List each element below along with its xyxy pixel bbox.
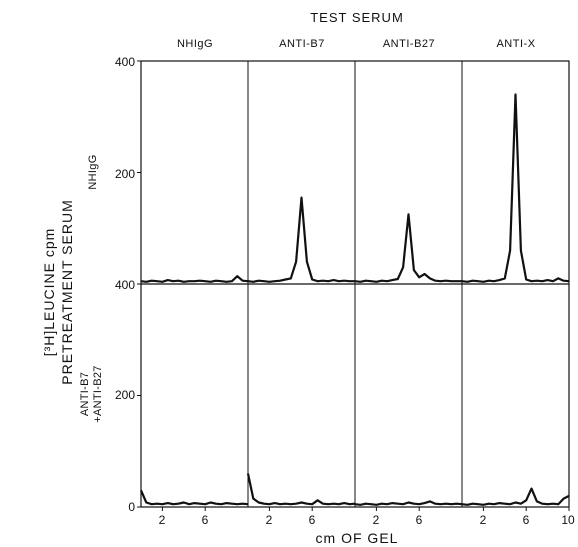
y-axis-label: [³H]LEUCINE cpm PRETREATMENT SERUM bbox=[41, 199, 75, 385]
x-tick-label: 2 bbox=[480, 513, 487, 527]
series-line-nhigg-anti-b7 bbox=[247, 196, 355, 283]
series-line-anti-b7-anti-b27-anti-b27 bbox=[354, 500, 463, 506]
column-label-anti-b7: ANTI-B7 bbox=[279, 38, 325, 50]
y-tick-label: 400 bbox=[115, 55, 135, 69]
series-line-nhigg-anti-b27 bbox=[354, 213, 462, 283]
column-label-anti-b27: ANTI-B27 bbox=[383, 38, 435, 50]
y-tick-label: 0 bbox=[128, 500, 135, 514]
series-line-anti-b7-anti-b27-anti-x bbox=[461, 487, 570, 506]
y-tick-label: 200 bbox=[115, 388, 135, 402]
y-axis-label-line2: PRETREATMENT SERUM bbox=[59, 199, 75, 385]
series-line-anti-b7-anti-b27-anti-b7 bbox=[246, 473, 356, 506]
row-label-nhigg: NHIgG bbox=[87, 154, 99, 189]
plot-layer bbox=[137, 60, 570, 511]
row-label-anti-b7-line1: ANTI-B7 bbox=[79, 372, 91, 416]
row-label-group: NHIgG bbox=[87, 154, 99, 189]
y-tick-label: 400 bbox=[115, 278, 135, 292]
x-tick-label: 2 bbox=[373, 513, 380, 527]
row-label-group: ANTI-B7 +ANTI-B27 bbox=[79, 365, 104, 422]
series-line-nhigg-anti-x bbox=[461, 93, 570, 283]
y-axis-label-line1: [³H]LEUCINE cpm bbox=[41, 228, 57, 357]
x-tick-label: 6 bbox=[523, 513, 530, 527]
column-label-anti-x: ANTI-X bbox=[496, 38, 535, 50]
row-label-anti-b27-line2: +ANTI-B27 bbox=[92, 365, 104, 422]
x-axis-label: cm OF GEL bbox=[316, 530, 399, 546]
series-line-nhigg-nhigg bbox=[140, 275, 249, 283]
x-tick-label: 6 bbox=[202, 513, 209, 527]
series-line-anti-b7-anti-b27-nhigg bbox=[139, 489, 249, 506]
x-tick-label: 2 bbox=[266, 513, 273, 527]
x-tick-label: 6 bbox=[416, 513, 423, 527]
y-tick-label: 200 bbox=[115, 167, 135, 181]
x-tick-label: 2 bbox=[159, 513, 166, 527]
x-tick-label: 10 bbox=[561, 513, 575, 527]
column-label-nhigg: NHIgG bbox=[177, 38, 213, 50]
x-tick-label: 6 bbox=[309, 513, 316, 527]
chart-title: TEST SERUM bbox=[310, 10, 404, 25]
